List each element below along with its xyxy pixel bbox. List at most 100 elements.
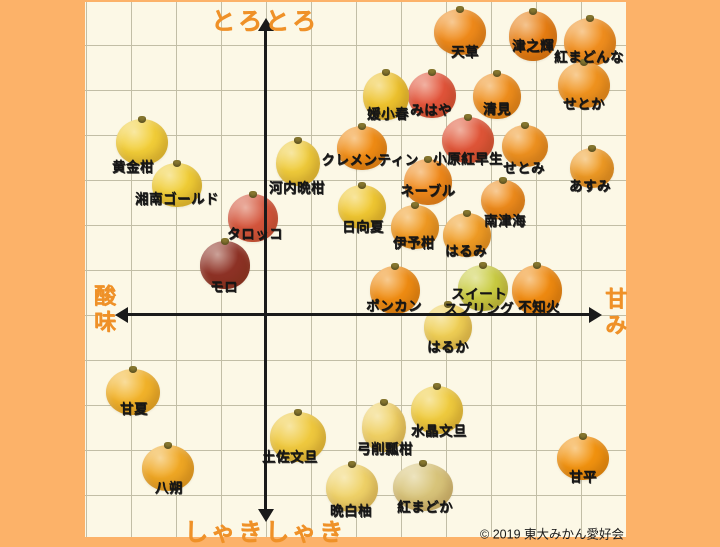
fruit-label-土佐文旦: 土佐文旦 <box>262 449 318 465</box>
fruit-point-紅まどんな <box>564 15 616 66</box>
fruit-label-河内晩柑: 河内晩柑 <box>269 180 325 196</box>
fruit-stem-icon <box>173 160 181 167</box>
fruit-point-日向夏 <box>338 182 386 229</box>
fruit-point-はるか <box>424 301 472 350</box>
fruit-stem-icon <box>411 202 419 209</box>
axis-label-left: 酸味 <box>91 284 116 336</box>
fruit-stem-icon <box>529 8 537 15</box>
fruit-point-モロ <box>200 238 250 289</box>
fruit-point-南津海 <box>481 177 525 220</box>
fruit-point-湘南ゴールド <box>152 160 202 207</box>
fruit-point-あすみ <box>570 145 614 188</box>
fruit-point-ポンカン <box>370 263 420 314</box>
fruit-stem-icon <box>586 15 594 22</box>
x-axis-arrow-right-icon <box>589 307 602 323</box>
fruit-point-媛小春 <box>363 69 409 120</box>
fruit-point-クレメンティン <box>337 123 387 170</box>
fruit-stem-icon <box>464 114 472 121</box>
fruit-label-スイートスプリング: スイート スプリング <box>444 286 514 316</box>
fruit-label-ネーブル: ネーブル <box>400 183 456 199</box>
fruit-point-せとか <box>558 59 610 108</box>
fruit-label-はるみ: はるみ <box>445 243 487 259</box>
fruit-stem-icon <box>129 366 137 373</box>
fruit-stem-icon <box>358 123 366 130</box>
fruit-stem-icon <box>463 210 471 217</box>
fruit-point-水晶文旦 <box>411 383 463 434</box>
fruit-stem-icon <box>382 69 390 76</box>
fruit-stem-icon <box>580 59 588 66</box>
fruit-label-せとみ: せとみ <box>503 160 545 176</box>
fruit-stem-icon <box>456 6 464 13</box>
fruit-label-清見: 清見 <box>483 101 511 117</box>
fruit-stem-icon <box>221 238 229 245</box>
fruit-stem-icon <box>380 399 388 406</box>
fruit-label-紅まどんな: 紅まどんな <box>554 49 624 65</box>
fruit-point-紅まどか <box>393 460 453 511</box>
fruit-stem-icon <box>444 301 452 308</box>
fruit-point-ネーブル <box>404 156 452 205</box>
fruit-label-津之輝: 津之輝 <box>512 38 554 54</box>
y-axis-arrow-bottom-icon <box>258 509 274 522</box>
fruit-label-天草: 天草 <box>451 44 479 60</box>
fruit-stem-icon <box>424 156 432 163</box>
fruit-point-八朔 <box>142 442 194 491</box>
axis-label-top: とろとろ <box>211 8 319 35</box>
fruit-stem-icon <box>164 442 172 449</box>
fruit-point-せとみ <box>502 122 548 167</box>
fruit-stem-icon <box>428 69 436 76</box>
fruit-label-弓削瓢柑: 弓削瓢柑 <box>357 441 413 457</box>
fruit-label-はるか: はるか <box>427 339 469 355</box>
fruit-stem-icon <box>138 116 146 123</box>
x-axis-line <box>127 313 591 316</box>
fruit-point-弓削瓢柑 <box>362 399 406 452</box>
fruit-label-黄金柑: 黄金柑 <box>112 159 154 175</box>
axis-label-right: 甘み <box>602 287 627 339</box>
fruit-label-紅まどか: 紅まどか <box>397 499 453 515</box>
fruit-label-不知火: 不知火 <box>518 299 560 315</box>
fruit-label-水晶文旦: 水晶文旦 <box>411 423 467 439</box>
fruit-point-みはや <box>408 69 456 118</box>
fruit-label-モロ: モロ <box>210 279 238 295</box>
fruit-label-みはや: みはや <box>410 102 452 118</box>
fruit-label-タロッコ: タロッコ <box>227 226 283 242</box>
fruit-stem-icon <box>588 145 596 152</box>
fruit-point-清見 <box>473 70 521 119</box>
fruit-label-あすみ: あすみ <box>569 178 611 194</box>
fruit-point-伊予柑 <box>391 202 439 249</box>
y-axis-arrow-top-icon <box>258 18 274 31</box>
fruit-point-河内晩柑 <box>276 137 320 186</box>
y-axis-line <box>264 29 267 511</box>
fruit-stem-icon <box>499 177 507 184</box>
fruit-label-湘南ゴールド: 湘南ゴールド <box>135 191 219 207</box>
fruit-stem-icon <box>479 262 487 269</box>
fruit-stem-icon <box>391 263 399 270</box>
fruit-stem-icon <box>433 383 441 390</box>
fruit-point-スイートスプリング <box>458 262 508 311</box>
fruit-stem-icon <box>579 433 587 440</box>
fruit-point-タロッコ <box>228 191 278 242</box>
x-axis-arrow-left-icon <box>115 307 128 323</box>
fruit-point-晩白柚 <box>326 461 378 512</box>
fruit-label-日向夏: 日向夏 <box>342 219 384 235</box>
fruit-point-甘平 <box>557 433 609 480</box>
fruit-stem-icon <box>294 409 302 416</box>
fruit-point-不知火 <box>512 262 562 315</box>
fruit-stem-icon <box>249 191 257 198</box>
copyright-text: © 2019 東大みかん愛好会 <box>480 527 624 542</box>
fruit-label-晩白柚: 晩白柚 <box>330 503 372 519</box>
fruit-stem-icon <box>294 137 302 144</box>
fruit-stem-icon <box>419 460 427 467</box>
axis-label-bottom: しゃきしゃき <box>184 519 346 546</box>
fruit-label-クレメンティン: クレメンティン <box>321 152 419 168</box>
fruit-label-八朔: 八朔 <box>155 480 183 496</box>
fruit-point-黄金柑 <box>116 116 168 165</box>
fruit-stem-icon <box>521 122 529 129</box>
fruit-label-媛小春: 媛小春 <box>367 106 409 122</box>
fruit-label-せとか: せとか <box>563 96 605 112</box>
fruit-stem-icon <box>348 461 356 468</box>
fruit-label-甘夏: 甘夏 <box>120 401 148 417</box>
fruit-label-ポンカン: ポンカン <box>366 298 422 314</box>
fruit-point-甘夏 <box>106 366 160 415</box>
fruit-label-伊予柑: 伊予柑 <box>393 235 435 251</box>
